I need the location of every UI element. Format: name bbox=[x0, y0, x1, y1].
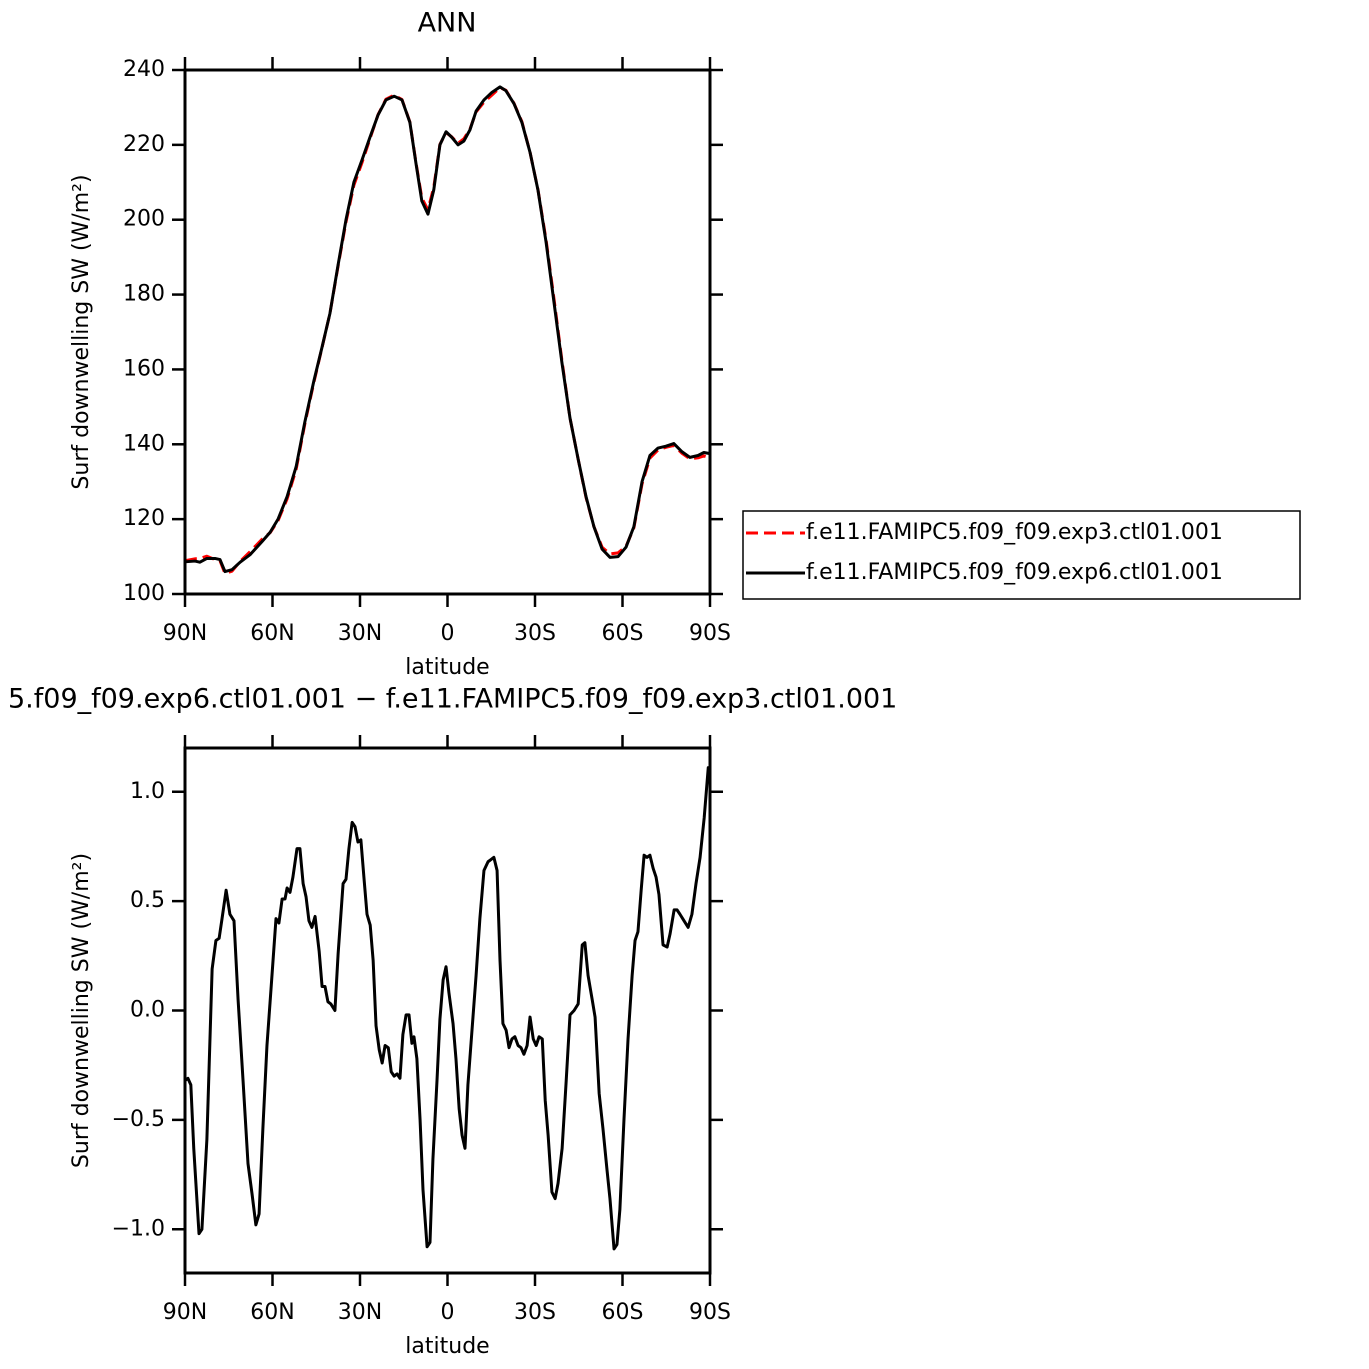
y-tick-label: 180 bbox=[123, 282, 165, 307]
x-tick-label: 90S bbox=[689, 1300, 731, 1325]
x-tick-label: 60N bbox=[250, 621, 294, 646]
x-tick-label: 60N bbox=[250, 1300, 294, 1325]
x-tick-label: 30N bbox=[338, 1300, 382, 1325]
x-tick-label: 90S bbox=[689, 621, 731, 646]
y-tick-label: 240 bbox=[123, 57, 165, 82]
line-series bbox=[184, 766, 712, 1251]
legend-box bbox=[742, 510, 1301, 600]
y-tick-label: −1.0 bbox=[112, 1216, 165, 1241]
x-tick-label: 90N bbox=[163, 621, 207, 646]
x-axis-label: latitude bbox=[405, 1334, 489, 1359]
y-axis-label: Surf downwelling SW (W/m²) bbox=[69, 853, 94, 1168]
line-series bbox=[184, 86, 711, 575]
line-series bbox=[184, 85, 711, 574]
x-tick-label: 60S bbox=[602, 1300, 644, 1325]
chart-title: 5.f09_f09.exp6.ctl01.001 − f.e11.FAMIPC5… bbox=[8, 684, 897, 715]
x-tick-label: 0 bbox=[441, 621, 455, 646]
chart-title: ANN bbox=[418, 8, 477, 39]
y-tick-label: 0.5 bbox=[130, 888, 165, 913]
x-tick-label: 90N bbox=[163, 1300, 207, 1325]
y-tick-label: 1.0 bbox=[130, 779, 165, 804]
y-tick-label: 160 bbox=[123, 356, 165, 381]
plot-frame bbox=[183, 68, 712, 596]
legend-label: f.e11.FAMIPC5.f09_f09.exp6.ctl01.001 bbox=[806, 560, 1223, 585]
x-tick-label: 30S bbox=[514, 1300, 556, 1325]
x-tick-label: 30S bbox=[514, 621, 556, 646]
x-axis-label: latitude bbox=[405, 655, 489, 680]
y-axis-label: Surf downwelling SW (W/m²) bbox=[69, 174, 94, 489]
y-tick-label: 220 bbox=[123, 132, 165, 157]
legend-label: f.e11.FAMIPC5.f09_f09.exp3.ctl01.001 bbox=[806, 520, 1223, 545]
x-tick-label: 0 bbox=[441, 1300, 455, 1325]
y-tick-label: 200 bbox=[123, 207, 165, 232]
y-tick-label: 120 bbox=[123, 506, 165, 531]
y-tick-label: 0.0 bbox=[130, 998, 165, 1023]
y-tick-label: 140 bbox=[123, 431, 165, 456]
y-tick-label: 100 bbox=[123, 581, 165, 606]
x-tick-label: 30N bbox=[338, 621, 382, 646]
y-tick-label: −0.5 bbox=[112, 1107, 165, 1132]
x-tick-label: 60S bbox=[602, 621, 644, 646]
